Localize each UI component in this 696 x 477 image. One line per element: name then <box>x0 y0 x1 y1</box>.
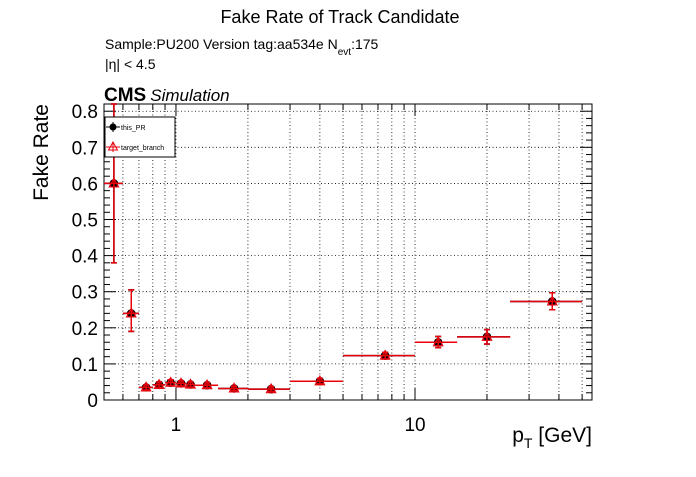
x-tick-label: 10 <box>404 415 425 436</box>
legend-marker-this-pr <box>106 122 120 132</box>
data-point <box>510 292 583 311</box>
data-point <box>165 376 177 387</box>
data-point <box>122 289 139 333</box>
y-tick-label: 0.6 <box>72 174 98 195</box>
data-series <box>104 103 583 394</box>
data-point <box>194 378 219 390</box>
x-axis-label-sub: T <box>524 435 533 451</box>
point-marker <box>184 378 197 389</box>
data-point <box>218 382 248 393</box>
data-point <box>247 382 291 394</box>
cms-label-extra: Simulation <box>150 86 229 105</box>
legend-marker-target-branch <box>106 140 120 152</box>
point-marker <box>228 382 240 393</box>
x-tick-label: 1 <box>171 415 182 436</box>
point-marker <box>175 377 187 388</box>
y-tick-label: 0.8 <box>72 102 98 123</box>
point-marker <box>140 381 152 392</box>
x-axis-label-main: p <box>512 424 524 447</box>
data-point <box>138 381 153 392</box>
y-tick-label: 0.5 <box>72 211 98 232</box>
subtitle-prefix: Sample:PU200 Version tag:aa534e N <box>105 36 338 52</box>
data-point <box>343 349 416 360</box>
axis-ticks <box>103 103 592 401</box>
legend: this_PR target_branch <box>104 116 176 158</box>
point-marker <box>314 374 326 386</box>
y-tick-label: 0 <box>87 391 98 412</box>
y-tick-label: 0.2 <box>72 319 98 340</box>
legend-label-target-branch: target_branch <box>121 145 164 152</box>
point-marker <box>165 376 177 387</box>
subtitle-subscript: evt <box>338 47 352 58</box>
tick-labels: 0 0.1 0.2 0.3 0.4 0.5 0.6 0.7 0.8 1 10 <box>72 102 426 436</box>
point-marker <box>201 378 213 390</box>
series-target-branch <box>104 103 583 394</box>
point-marker <box>432 335 444 347</box>
data-point <box>175 377 187 388</box>
y-tick-label: 0.4 <box>72 247 99 268</box>
data-point <box>290 374 344 386</box>
point-marker <box>379 349 391 360</box>
eta-cut-label: |η| < 4.5 <box>105 56 156 72</box>
data-point <box>152 378 166 389</box>
data-point <box>457 328 511 345</box>
y-tick-label: 0.7 <box>72 138 98 159</box>
cms-label-bold: CMS <box>104 85 146 106</box>
point-marker <box>481 330 493 341</box>
y-tick-label: 0.1 <box>72 355 98 376</box>
point-marker <box>265 382 277 394</box>
y-tick-label: 0.3 <box>72 283 98 304</box>
point-marker <box>153 378 165 389</box>
data-point <box>415 335 458 349</box>
plot-frame <box>103 103 593 401</box>
point-marker <box>546 295 558 306</box>
y-axis-label: Fake Rate <box>30 104 53 201</box>
subtitle-suffix: :175 <box>351 36 378 52</box>
legend-label-this-pr: this_PR <box>121 125 146 132</box>
chart-title: Fake Rate of Track Candidate <box>220 7 459 27</box>
point-marker <box>108 177 120 188</box>
x-axis-label: pT [GeV] <box>512 424 592 451</box>
chart-subtitle: Sample:PU200 Version tag:aa534e Nevt:175 <box>105 36 379 58</box>
grid-lines <box>103 104 592 400</box>
x-axis-label-rest: [GeV] <box>532 424 592 447</box>
cms-label: CMS Simulation <box>104 85 230 106</box>
point-marker <box>125 307 137 318</box>
data-point <box>184 378 197 389</box>
